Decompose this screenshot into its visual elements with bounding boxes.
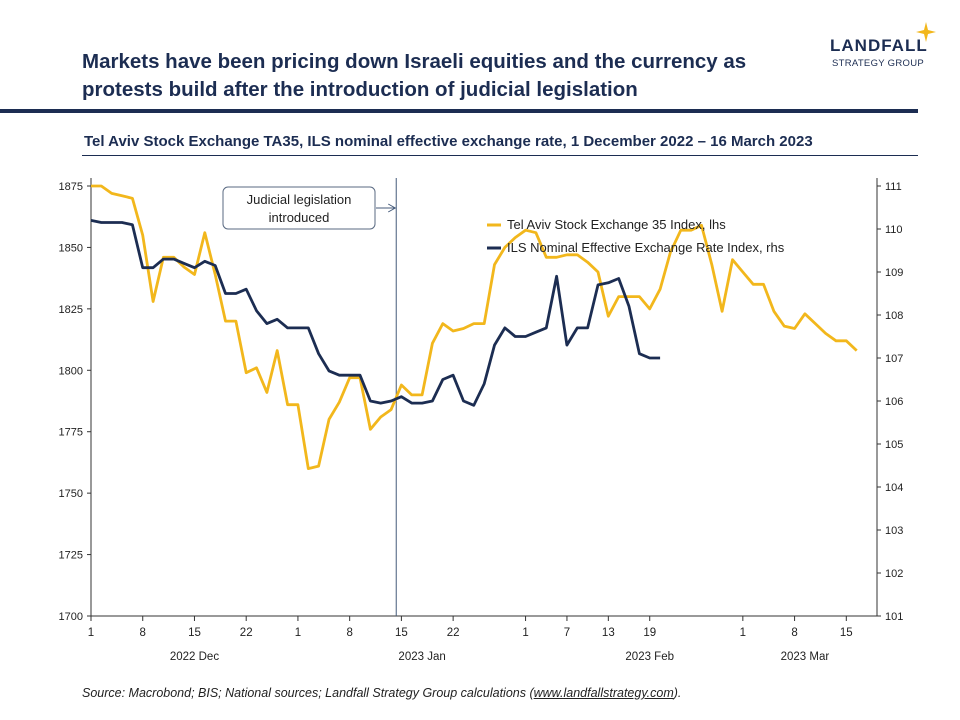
x-tick-label: 13 [602, 627, 615, 639]
source-prefix: Source: Macrobond; BIS; National sources… [82, 686, 534, 700]
right-tick-label: 110 [885, 224, 903, 236]
x-tick-label: 8 [346, 627, 352, 639]
header-rule [0, 109, 918, 113]
left-tick-label: 1875 [59, 181, 83, 193]
month-label: 2022 Dec [170, 651, 219, 663]
x-tick-label: 15 [188, 627, 201, 639]
left-tick-label: 1850 [59, 242, 83, 254]
right-tick-label: 106 [885, 396, 903, 408]
right-tick-label: 104 [885, 482, 903, 494]
headline-line-2: protests build after the introduction of… [82, 78, 638, 101]
left-tick-label: 1825 [59, 304, 83, 316]
headline: Markets have been pricing down Israeli e… [82, 48, 802, 104]
x-tick-label: 15 [840, 627, 853, 639]
source-link[interactable]: www.landfallstrategy.com [533, 686, 674, 700]
right-tick-label: 109 [885, 267, 903, 279]
left-tick-label: 1700 [59, 611, 83, 623]
x-tick-label: 19 [643, 627, 656, 639]
x-tick-label: 1 [88, 627, 94, 639]
month-label: 2023 Jan [398, 651, 445, 663]
source-note: Source: Macrobond; BIS; National sources… [82, 686, 681, 700]
x-tick-label: 1 [295, 627, 301, 639]
right-tick-label: 102 [885, 568, 903, 580]
annotation-box [222, 186, 376, 230]
chart-title: Tel Aviv Stock Exchange TA35, ILS nomina… [84, 133, 813, 150]
annotation-text-line-2: introduced [269, 210, 330, 225]
x-tick-label: 1 [522, 627, 528, 639]
title-rule [82, 155, 918, 156]
x-tick-label: 22 [240, 627, 253, 639]
left-tick-label: 1775 [59, 427, 83, 439]
x-tick-label: 1 [740, 627, 746, 639]
star-icon [916, 22, 936, 42]
x-tick-label: 8 [791, 627, 797, 639]
line-chart: 1700 1725 1750 1775 1800 1825 1850 1875 101 102 10… [59, 178, 903, 663]
annotation-text-line-1: Judicial legislation [247, 192, 352, 207]
right-tick-label: 107 [885, 353, 903, 365]
right-tick-label: 101 [885, 611, 903, 623]
right-tick-label: 108 [885, 310, 903, 322]
left-tick-label: 1800 [59, 365, 83, 377]
month-label: 2023 Mar [781, 651, 830, 663]
right-tick-label: 111 [885, 181, 902, 193]
month-label: 2023 Feb [625, 651, 674, 663]
logo-name: LANDFALL [830, 36, 928, 55]
right-tick-label: 105 [885, 439, 903, 451]
ils-series-line [90, 219, 661, 407]
x-tick-label: 22 [447, 627, 460, 639]
logo-tagline: STRATEGY GROUP [832, 58, 925, 69]
x-tick-label: 15 [395, 627, 408, 639]
landfall-logo: LANDFALL STRATEGY GROUP [826, 22, 936, 72]
legend-ta35-label: Tel Aviv Stock Exchange 35 Index, lhs [507, 217, 726, 232]
ta35-series-line [91, 184, 858, 471]
annotation-arrow-head [387, 203, 397, 213]
source-suffix: ). [673, 686, 682, 700]
x-tick-label: 7 [564, 627, 570, 639]
headline-line-1: Markets have been pricing down Israeli e… [82, 50, 747, 73]
left-tick-label: 1750 [59, 488, 83, 500]
right-tick-label: 103 [885, 525, 903, 537]
legend-ils-label: ILS Nominal Effective Exchange Rate Inde… [507, 240, 785, 255]
x-tick-label: 8 [140, 627, 146, 639]
left-tick-label: 1725 [59, 550, 83, 562]
